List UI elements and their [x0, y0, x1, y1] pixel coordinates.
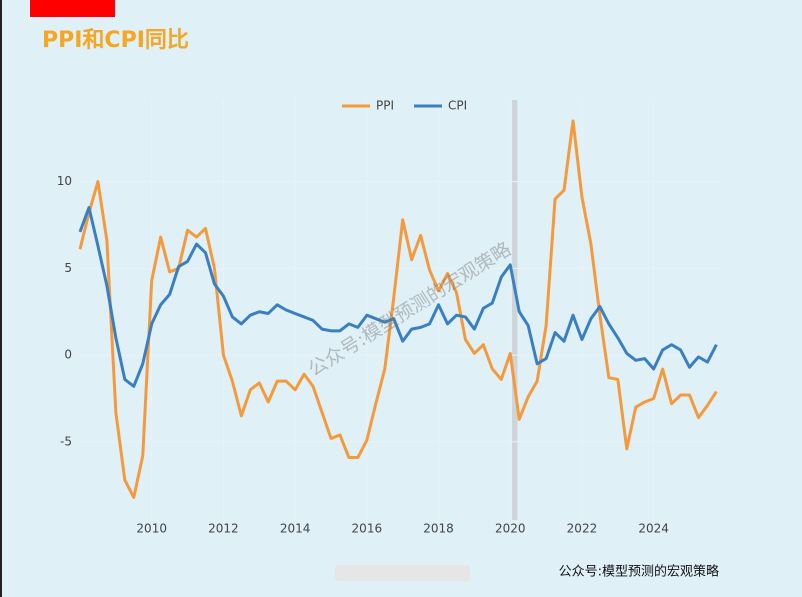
- x-tick-label: 2022: [567, 522, 598, 536]
- legend: PPI CPI: [342, 99, 467, 113]
- y-tick-label: 10: [57, 174, 72, 188]
- chart-title: PPI和CPI同比: [42, 28, 189, 53]
- red-tab: [30, 0, 115, 17]
- x-tick-label: 2024: [638, 522, 669, 536]
- line: [78, 119, 718, 499]
- legend-label: CPI: [448, 99, 467, 113]
- legend-label: PPI: [376, 99, 394, 113]
- line: [78, 206, 718, 388]
- grid: -5 0 5 10 2010 2012 2014 2016 2018 2020 2022 2024: [57, 100, 720, 536]
- x-tick-label: 2012: [208, 522, 239, 536]
- plot: [78, 119, 718, 499]
- x-tick-label: 2010: [136, 522, 167, 536]
- highlight-band: [512, 100, 518, 520]
- x-tick-label: 2020: [495, 522, 526, 536]
- y-tick-label: -5: [60, 434, 72, 448]
- y-tick-label: 0: [64, 348, 72, 362]
- footer: 公众号:模型预测的宏观策略: [559, 564, 719, 580]
- x-tick-label: 2014: [280, 522, 311, 536]
- x-tick-label: 2018: [423, 522, 454, 536]
- y-tick-label: 5: [64, 261, 72, 275]
- blurred-bar: [335, 565, 470, 581]
- x-tick-label: 2016: [352, 522, 383, 536]
- left-edge: [0, 0, 2, 597]
